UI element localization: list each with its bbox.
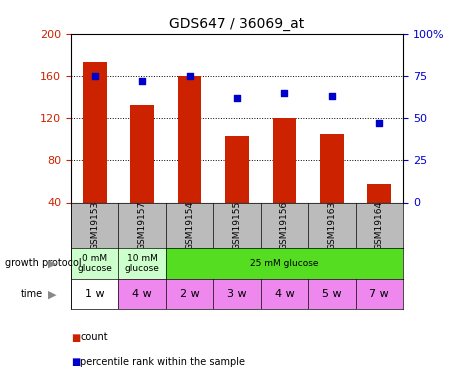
Text: 0 mM
glucose: 0 mM glucose bbox=[77, 254, 112, 273]
Text: GSM19156: GSM19156 bbox=[280, 200, 289, 250]
Text: GSM19154: GSM19154 bbox=[185, 200, 194, 250]
Title: GDS647 / 36069_at: GDS647 / 36069_at bbox=[169, 17, 305, 32]
Text: 7 w: 7 w bbox=[370, 290, 389, 299]
Text: 4 w: 4 w bbox=[132, 290, 152, 299]
Point bbox=[138, 78, 146, 84]
Text: 10 mM
glucose: 10 mM glucose bbox=[125, 254, 159, 273]
Point bbox=[281, 90, 288, 96]
Bar bbox=[355, 279, 403, 309]
Text: ■: ■ bbox=[71, 333, 80, 342]
Text: time: time bbox=[21, 290, 43, 299]
Text: 3 w: 3 w bbox=[227, 290, 247, 299]
Text: GSM19153: GSM19153 bbox=[90, 200, 99, 250]
Text: count: count bbox=[80, 333, 108, 342]
Point bbox=[91, 73, 98, 79]
Bar bbox=[166, 279, 213, 309]
Point bbox=[328, 93, 336, 99]
Bar bbox=[367, 183, 391, 203]
Text: 25 mM glucose: 25 mM glucose bbox=[250, 259, 319, 268]
Bar bbox=[225, 136, 249, 202]
Bar bbox=[119, 248, 166, 279]
Bar bbox=[119, 279, 166, 309]
Bar bbox=[71, 248, 119, 279]
Text: ▶: ▶ bbox=[48, 290, 57, 299]
Text: 4 w: 4 w bbox=[275, 290, 294, 299]
Bar bbox=[273, 118, 296, 202]
Text: ▶: ▶ bbox=[48, 258, 57, 268]
Bar bbox=[261, 279, 308, 309]
Bar bbox=[213, 279, 261, 309]
Bar bbox=[178, 76, 202, 202]
Text: ■: ■ bbox=[71, 357, 80, 367]
Bar bbox=[320, 134, 344, 202]
Bar bbox=[308, 279, 355, 309]
Text: GSM19155: GSM19155 bbox=[233, 200, 241, 250]
Text: 1 w: 1 w bbox=[85, 290, 104, 299]
Point bbox=[233, 95, 240, 101]
Text: 2 w: 2 w bbox=[180, 290, 199, 299]
Text: 5 w: 5 w bbox=[322, 290, 342, 299]
Text: percentile rank within the sample: percentile rank within the sample bbox=[80, 357, 245, 367]
Text: GSM19157: GSM19157 bbox=[138, 200, 147, 250]
Text: growth protocol: growth protocol bbox=[5, 258, 81, 268]
Bar bbox=[130, 105, 154, 202]
Text: GSM19163: GSM19163 bbox=[327, 200, 336, 250]
Bar bbox=[83, 62, 107, 202]
Point bbox=[376, 120, 383, 126]
Bar bbox=[166, 248, 403, 279]
Point bbox=[186, 73, 193, 79]
Bar bbox=[71, 279, 119, 309]
Text: GSM19164: GSM19164 bbox=[375, 200, 384, 250]
